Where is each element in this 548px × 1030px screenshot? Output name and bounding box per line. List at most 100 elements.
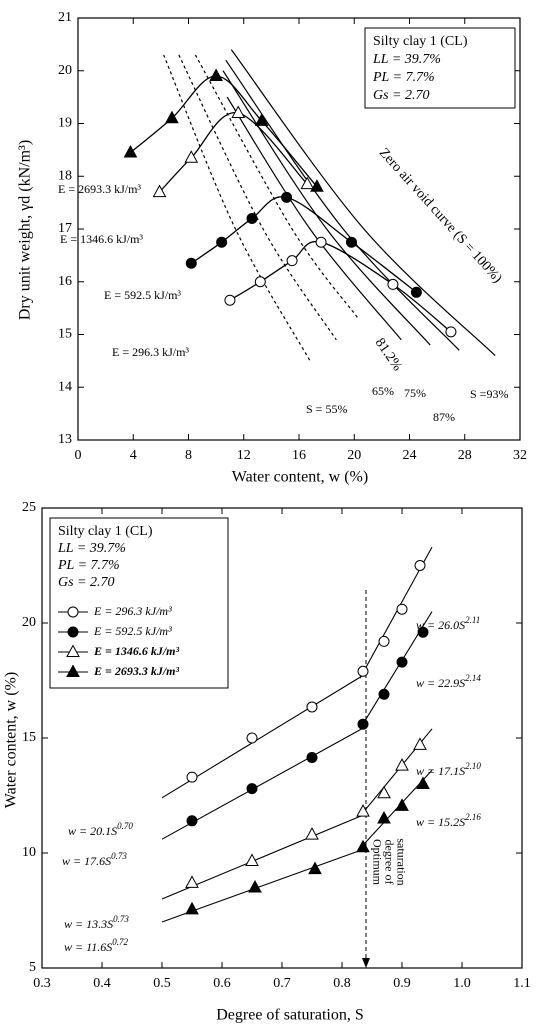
marker	[378, 635, 390, 647]
optimum-label: degree of	[382, 840, 396, 885]
annotation-text: LL = 39.7%	[57, 541, 126, 556]
fit-label: w = 26.0S2.11	[416, 615, 480, 632]
fit-text: w = 11.6S	[64, 940, 112, 954]
marker	[254, 113, 269, 126]
series-label: E = 296.3 kJ/m³	[112, 345, 189, 359]
x-tick-label: 20	[347, 448, 361, 463]
compaction-curve	[159, 112, 308, 193]
fit-label: w = 22.9S2.14	[416, 673, 481, 690]
marker	[414, 560, 426, 571]
marker	[184, 150, 199, 163]
marker	[445, 326, 457, 338]
x-tick-label: 8	[185, 448, 192, 463]
fit-label: w = 11.6S0.72	[64, 937, 128, 954]
fit-exponent: 0.72	[112, 937, 128, 947]
x-tick-label: 0.7	[273, 976, 291, 991]
legend-marker	[66, 644, 80, 657]
marker	[246, 732, 258, 744]
saturation-line	[226, 96, 402, 341]
fit-text: w = 26.0S	[416, 618, 465, 632]
marker	[246, 212, 258, 224]
marker	[254, 276, 266, 288]
saturation-label: Zero air void curve (S = 100%)	[376, 145, 505, 286]
fit-exponent: 2.16	[465, 812, 481, 822]
legend-marker	[67, 626, 79, 638]
saturation-line	[230, 49, 496, 357]
marker	[306, 701, 318, 713]
saturation-line	[163, 54, 311, 362]
marker	[357, 665, 369, 677]
saturation-label: 87%	[433, 410, 455, 424]
x-tick-label: 0.8	[333, 976, 351, 991]
marker	[209, 68, 223, 82]
marker	[185, 257, 197, 269]
annotation-text: Silty clay 1 (CL)	[58, 524, 153, 539]
marker	[410, 286, 422, 298]
x-tick-label: 0.3	[33, 976, 51, 991]
legend-label: E = 592.5 kJ/m³	[93, 624, 172, 638]
saturation-label: S = 55%	[306, 402, 347, 416]
marker	[377, 810, 391, 824]
annotation-text: PL = 7.7%	[57, 558, 120, 573]
marker	[308, 861, 322, 875]
fit-label: w = 17.6S0.73	[62, 851, 127, 868]
fit-exponent: 0.73	[113, 914, 129, 924]
marker	[300, 176, 315, 190]
marker	[165, 110, 179, 124]
optimum-label: Optimum	[370, 839, 384, 886]
x-tick-label: 1.1	[513, 976, 531, 991]
optimum-label: saturation	[394, 838, 408, 885]
series-label: E = 1346.6 kJ/m³	[60, 232, 143, 246]
y-tick-label: 20	[22, 615, 36, 630]
saturation-line	[178, 54, 337, 341]
fit-text: w = 17.6S	[62, 854, 111, 868]
fit-label: w = 15.2S2.16	[416, 812, 481, 829]
legend-label: E = 1346.6 kJ/m³	[93, 644, 180, 658]
fit-text: w = 22.9S	[416, 676, 465, 690]
saturation-label: 81.2%	[372, 336, 405, 375]
marker	[152, 184, 167, 198]
x-tick-label: 0.9	[393, 976, 411, 991]
fit-text: w = 13.3S	[64, 917, 113, 931]
marker	[417, 626, 429, 638]
legend-label: E = 2693.3 kJ/m³	[93, 664, 180, 678]
x-tick-label: 0.6	[213, 976, 231, 991]
arrow-head	[362, 958, 370, 968]
x-tick-label: 4	[130, 448, 137, 463]
annotation-text: Gs = 2.70	[373, 88, 430, 103]
x-tick-label: 24	[403, 448, 417, 463]
y-tick-label: 14	[58, 379, 72, 394]
fit-label: w = 17.1S2.10	[416, 761, 481, 778]
marker	[395, 798, 409, 811]
annotation-text: Gs = 2.70	[58, 575, 115, 590]
marker	[245, 853, 259, 867]
y-tick-label: 25	[22, 500, 36, 515]
fit-exponent: 2.10	[465, 761, 481, 771]
marker	[286, 255, 298, 267]
marker	[416, 776, 430, 789]
fit-text: w = 17.1S	[416, 764, 465, 778]
compaction-curve	[229, 240, 452, 333]
x-tick-label: 32	[513, 448, 527, 463]
marker	[224, 294, 236, 306]
annotation-text: LL = 39.7%	[372, 52, 441, 67]
fit-text: w = 20.1S	[68, 824, 117, 838]
fit-label: w = 13.3S0.73	[64, 914, 129, 931]
marker	[315, 236, 327, 248]
marker	[185, 901, 199, 915]
marker	[246, 783, 258, 795]
marker	[387, 278, 399, 290]
fit-text: w = 15.2S	[416, 815, 465, 829]
marker	[356, 839, 370, 853]
saturation-label: 65%	[372, 384, 394, 398]
y-tick-label: 10	[22, 845, 36, 860]
annotation-box	[49, 517, 229, 689]
fit-exponent: 0.73	[111, 851, 127, 861]
fit-exponent: 0.70	[117, 821, 133, 831]
x-axis-label: Degree of saturation, S	[216, 1007, 364, 1024]
y-tick-label: 20	[58, 63, 72, 78]
legend-label: E = 296.3 kJ/m³	[93, 604, 172, 618]
marker	[306, 752, 318, 764]
y-axis-label: Water content, w (%)	[3, 672, 20, 808]
y-tick-label: 15	[22, 730, 36, 745]
